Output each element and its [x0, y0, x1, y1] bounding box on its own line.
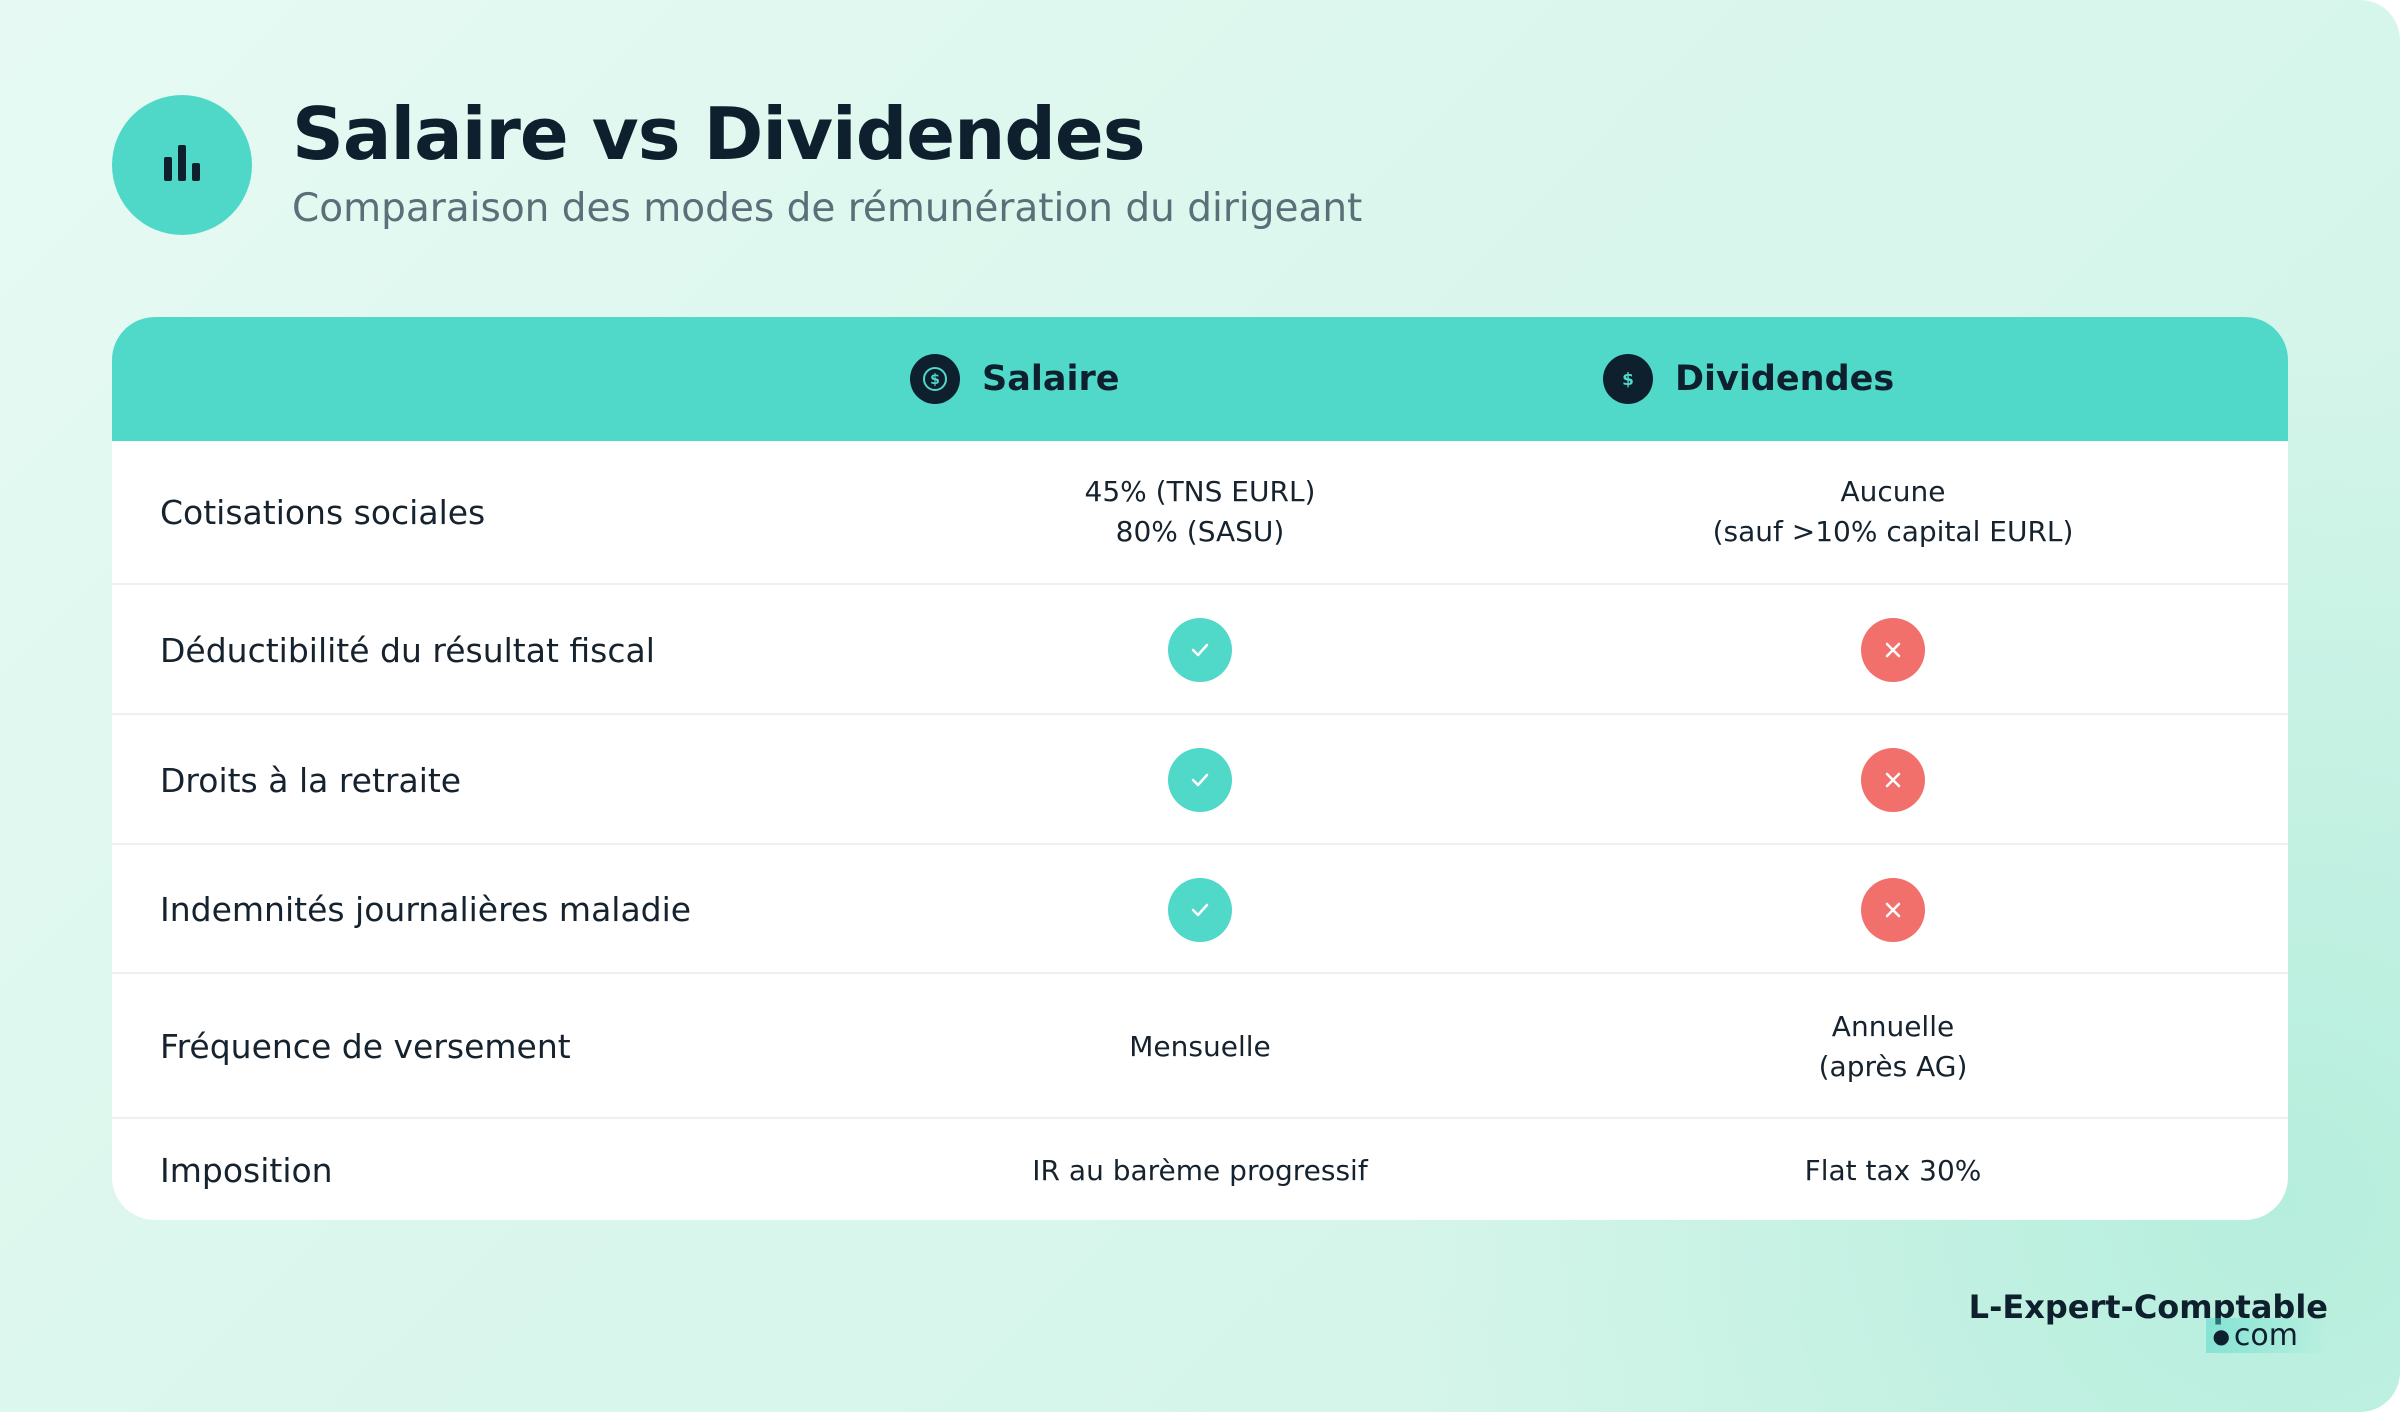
table-cell [1593, 845, 2193, 974]
table-row: Fréquence de versement Mensuelle Annuelle (… [112, 972, 2288, 1119]
row-label: Indemnités journalières maladie [160, 890, 692, 929]
cross-icon [1861, 618, 1925, 682]
column-icon: $ [910, 354, 960, 404]
table-row: Indemnités journalières maladie [112, 843, 2288, 974]
column-icon: $ [1603, 354, 1653, 404]
cell-text: IR au barème progressif [1032, 1153, 1368, 1187]
table-cell [900, 585, 1500, 715]
column-header: $ Salaire [910, 317, 1119, 441]
cell-text: Flat tax 30% [1804, 1153, 1982, 1187]
svg-text:$: $ [1622, 370, 1634, 390]
table-cell [900, 845, 1500, 974]
header-icon [112, 95, 252, 235]
table-header: $ Salaire $ Dividendes [112, 317, 2288, 441]
subtitle: Comparaison des modes de rémunération du… [292, 186, 1363, 231]
column-title: Dividendes [1675, 359, 1895, 399]
logo-tld-text: com [2233, 1318, 2298, 1353]
cell-text: (sauf >10% capital EURL) [1712, 515, 2074, 548]
cell-text: 80% (SASU) [1115, 515, 1285, 548]
cross-icon [1861, 748, 1925, 812]
row-label: Fréquence de versement [160, 1027, 571, 1066]
comparison-table: $ Salaire $ Dividendes Cotisations sociales… [112, 317, 2288, 1220]
cell-text: 45% (TNS EURL) [1084, 475, 1316, 508]
table-cell: Aucune (sauf >10% capital EURL) [1593, 441, 2193, 583]
column-header: $ Dividendes [1603, 317, 1894, 441]
table-cell: IR au barème progressif [900, 1119, 1500, 1220]
cell-text: (après AG) [1818, 1049, 1968, 1083]
cell-text: Annuelle [1831, 1009, 1955, 1043]
cross-icon [1861, 877, 1925, 942]
table-cell [1593, 585, 2193, 715]
row-label: Imposition [160, 1151, 333, 1190]
table-cell: Flat tax 30% [1593, 1119, 2193, 1220]
table-cell: 45% (TNS EURL) 80% (SASU) [900, 441, 1500, 583]
check-icon [1168, 877, 1232, 942]
table-row: Cotisations sociales 45% (TNS EURL) 80% (S… [112, 441, 2288, 583]
check-icon [1168, 618, 1232, 682]
check-icon [1168, 748, 1232, 812]
title: Salaire vs Dividendes [292, 92, 1146, 176]
cell-text: Aucune [1840, 475, 1946, 508]
row-label: Cotisations sociales [160, 492, 486, 532]
cell-text: Mensuelle [1129, 1029, 1271, 1063]
bar-icon [164, 145, 200, 181]
table-cell [900, 715, 1500, 845]
table-row: Droits à la retraite [112, 713, 2288, 845]
column-title: Salaire [982, 359, 1120, 399]
table-cell [1593, 715, 2193, 845]
logo: L-Expert-Comptable ● com [1969, 1288, 2328, 1353]
row-label: Déductibilité du résultat fiscal [160, 630, 655, 670]
table-row: Déductibilité du résultat fiscal [112, 583, 2288, 715]
table-row: Imposition IR au barème progressif Flat ta… [112, 1117, 2288, 1220]
row-label: Droits à la retraite [160, 760, 462, 800]
logo-dot: ● [2212, 1323, 2230, 1348]
table-cell: Mensuelle [900, 974, 1500, 1119]
svg-text:$: $ [930, 372, 940, 388]
logo-tld: ● com [2206, 1318, 2328, 1353]
table-cell: Annuelle (après AG) [1593, 974, 2193, 1119]
